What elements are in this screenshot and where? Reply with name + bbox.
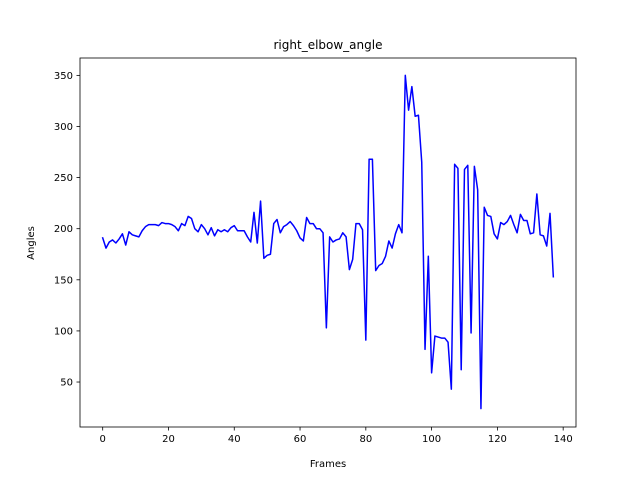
y-tick-label: 350 [54, 71, 73, 82]
axes: 0 20 40 60 80 100 120 140 50 100 150 200 250 300 350 [54, 57, 577, 445]
x-tick-label: 0 [100, 434, 106, 445]
y-tick-label: 200 [54, 224, 73, 235]
x-tick-label: 120 [488, 434, 507, 445]
y-tick-label: 300 [54, 122, 73, 133]
x-tick-label: 80 [359, 434, 372, 445]
x-axis-label: Frames [310, 459, 346, 470]
y-tick-label: 150 [54, 275, 73, 286]
x-tick-label: 20 [162, 434, 175, 445]
series-line-0 [101, 74, 555, 410]
axes-frame [79, 57, 577, 428]
y-axis-label: Angles [26, 226, 37, 260]
x-tick-label: 140 [554, 434, 573, 445]
chart-title: right_elbow_angle [274, 38, 383, 52]
x-tick-label: 60 [294, 434, 307, 445]
x-tick-label: 100 [422, 434, 441, 445]
plot-area [101, 74, 555, 410]
y-tick-label: 100 [54, 326, 73, 337]
x-tick-label: 40 [228, 434, 241, 445]
y-tick-label: 50 [60, 378, 73, 389]
y-tick-label: 250 [54, 173, 73, 184]
